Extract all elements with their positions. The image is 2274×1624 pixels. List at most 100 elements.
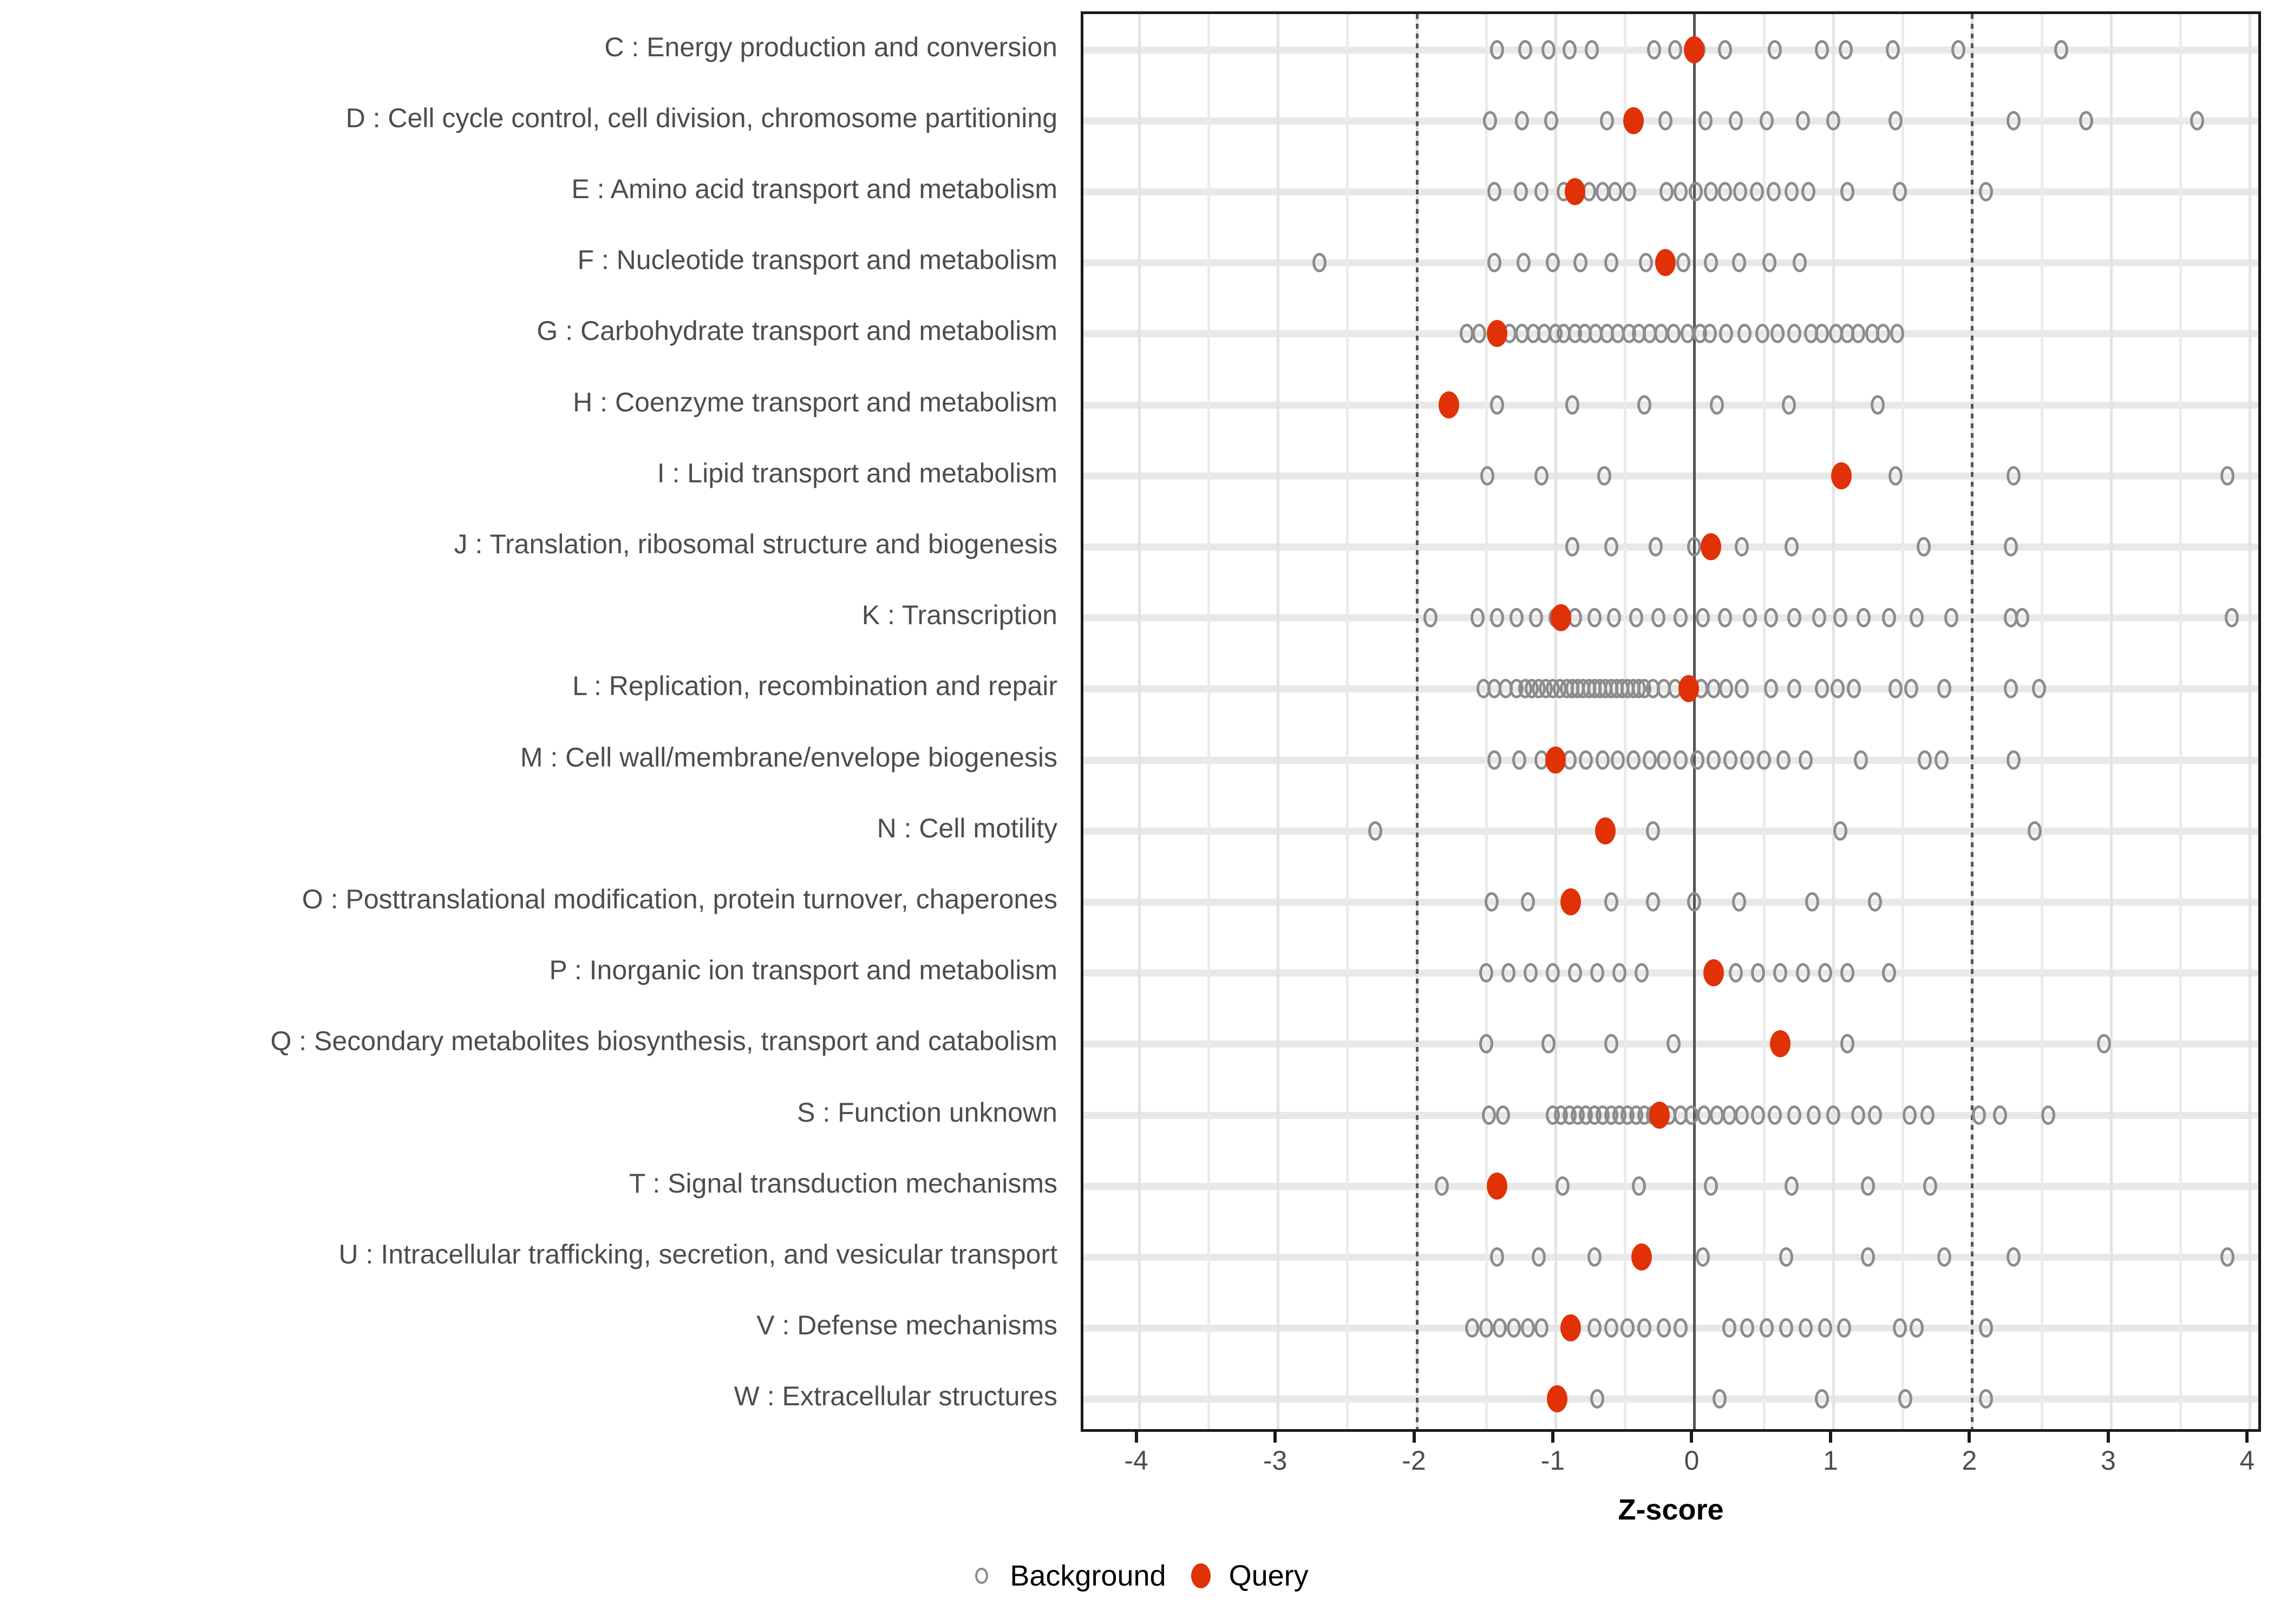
- background-point: [1638, 253, 1653, 273]
- background-point: [1667, 324, 1681, 344]
- y-axis-label: G : Carbohydrate transport and metabolis…: [537, 316, 1057, 346]
- background-point: [1495, 1105, 1510, 1125]
- background-point: [1847, 679, 1861, 699]
- background-point: [1779, 1318, 1793, 1338]
- background-point: [1684, 1105, 1699, 1125]
- row-gridline: [1083, 614, 2258, 622]
- y-axis-label: V : Defense mechanisms: [756, 1310, 1057, 1341]
- x-tick: [1828, 1432, 1832, 1443]
- background-point: [2190, 110, 2204, 130]
- background-point: [1734, 537, 1749, 556]
- background-point: [1826, 110, 1840, 130]
- background-point: [2220, 466, 2235, 486]
- x-tick: [1412, 1432, 1416, 1443]
- legend: Background Query: [0, 1559, 2274, 1593]
- x-gridline-minor: [2179, 14, 2182, 1429]
- x-axis-title: Z-score: [1618, 1494, 1724, 1526]
- background-point: [1755, 324, 1770, 344]
- background-point: [1590, 1389, 1604, 1409]
- y-axis-label: F : Nucleotide transport and metabolism: [577, 245, 1057, 276]
- background-point: [1629, 608, 1643, 628]
- background-point: [2007, 1247, 2021, 1267]
- background-point: [1909, 608, 1924, 628]
- background-point: [1697, 1105, 1711, 1125]
- x-tick: [1273, 1432, 1277, 1443]
- background-point: [1763, 608, 1778, 628]
- background-point: [1518, 40, 1532, 60]
- background-point: [1490, 40, 1505, 60]
- background-point: [1704, 253, 1718, 273]
- background-point: [1490, 395, 1505, 415]
- query-marker-icon: [1185, 1560, 1217, 1592]
- x-tick: [2106, 1432, 2110, 1443]
- background-point: [1770, 324, 1785, 344]
- background-point: [1647, 40, 1662, 60]
- x-gridline-minor: [1346, 14, 1349, 1429]
- background-point: [1659, 182, 1674, 201]
- background-point: [1890, 324, 1904, 344]
- background-point: [2007, 466, 2021, 486]
- background-point: [1471, 608, 1485, 628]
- y-axis-label: M : Cell wall/membrane/envelope biogenes…: [520, 742, 1057, 772]
- y-axis-label: Q : Secondary metabolites biosynthesis, …: [270, 1026, 1057, 1057]
- background-point: [1637, 395, 1652, 415]
- background-point: [1815, 679, 1829, 699]
- background-point: [1523, 963, 1538, 983]
- row-gridline: [1083, 543, 2258, 551]
- background-point: [1861, 1176, 1876, 1196]
- background-point: [1798, 750, 1813, 770]
- x-tick-label: 1: [1823, 1445, 1838, 1476]
- background-point: [1689, 182, 1703, 201]
- background-point: [1861, 1247, 1876, 1267]
- background-point: [1487, 182, 1502, 201]
- x-tick-label: 0: [1684, 1445, 1700, 1476]
- background-point: [1368, 821, 1382, 841]
- background-point: [1587, 1318, 1602, 1338]
- query-point: [1655, 249, 1676, 277]
- background-point: [1785, 182, 1799, 201]
- row-gridline: [1083, 1396, 2258, 1403]
- plot-panel-inner: [1083, 14, 2258, 1429]
- background-point: [1512, 750, 1527, 770]
- row-gridline: [1083, 401, 2258, 409]
- background-point: [1833, 608, 1847, 628]
- background-point: [1465, 1318, 1480, 1338]
- background-point: [1751, 1105, 1766, 1125]
- background-point: [1768, 40, 1782, 60]
- row-gridline: [1083, 756, 2258, 764]
- background-point: [1851, 1105, 1866, 1125]
- background-point: [1909, 1318, 1924, 1338]
- background-point: [1972, 1105, 1987, 1125]
- row-gridline: [1083, 827, 2258, 835]
- reference-line-2: [1971, 14, 1974, 1429]
- query-point: [1551, 604, 1572, 632]
- background-point: [1534, 182, 1549, 201]
- background-point: [1867, 892, 1882, 912]
- y-axis-label: K : Transcription: [861, 600, 1057, 631]
- query-point: [1703, 959, 1724, 987]
- background-point: [1876, 324, 1891, 344]
- background-point: [1840, 963, 1854, 983]
- background-point: [1687, 537, 1702, 556]
- background-point: [1749, 182, 1764, 201]
- background-point: [1573, 253, 1588, 273]
- background-point: [1807, 1105, 1821, 1125]
- y-axis-category-labels: C : Energy production and conversion D : …: [0, 0, 1069, 1432]
- background-point: [2027, 821, 2042, 841]
- y-axis-label: N : Cell motility: [877, 813, 1057, 843]
- background-point: [1501, 963, 1515, 983]
- background-point: [1893, 1318, 1907, 1338]
- y-axis-label: O : Posttranslational modification, prot…: [302, 884, 1057, 914]
- background-point: [1903, 1105, 1917, 1125]
- query-point: [1678, 675, 1700, 703]
- background-point: [1781, 395, 1796, 415]
- background-point: [1717, 40, 1732, 60]
- background-point: [1734, 679, 1749, 699]
- background-point: [1676, 253, 1690, 273]
- background-point: [1787, 679, 1802, 699]
- background-point: [1719, 679, 1734, 699]
- background-point: [1793, 253, 1807, 273]
- background-point: [1818, 1318, 1832, 1338]
- background-point: [2097, 1034, 2112, 1054]
- query-point: [1487, 1172, 1508, 1200]
